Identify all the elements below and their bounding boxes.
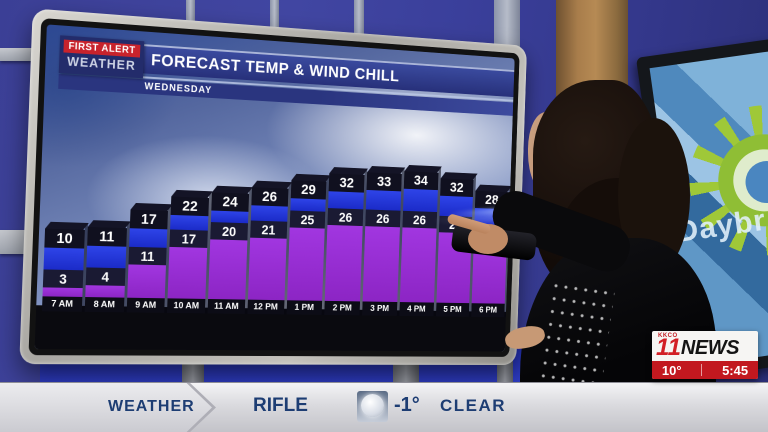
station-bug-logo: KKCO 11 NEWS — [652, 331, 758, 361]
wind-chill-segment — [248, 238, 287, 301]
banner-section-label: WEATHER — [108, 398, 195, 416]
forecast-bar: 33 26 3 PM — [362, 166, 402, 316]
temp-label: 26 — [251, 188, 288, 207]
forecast-bar: 32 26 2 PM — [324, 167, 364, 316]
tv-bezel: FIRST ALERT WEATHER FORECAST TEMP & WIND… — [28, 18, 519, 357]
bar-3d-cap — [212, 185, 253, 193]
wind-chill-label: 25 — [289, 210, 325, 228]
station-news-wordmark: NEWS — [681, 335, 739, 361]
wind-chill-segment — [127, 264, 166, 298]
bar-3d-cap — [45, 222, 89, 230]
time-label: 5 PM — [436, 303, 470, 317]
temp-label: 29 — [290, 180, 326, 199]
temp-label: 10 — [44, 229, 84, 249]
wind-chill-segment — [287, 227, 325, 301]
wind-chill-segment — [400, 228, 436, 303]
first-alert-weather-logo: FIRST ALERT WEATHER — [59, 35, 145, 78]
forecast-bar: 11 4 8 AM — [84, 220, 126, 312]
time-label: 9 AM — [126, 298, 165, 313]
station-bug-ticker: 10° 5:45 — [652, 361, 758, 379]
forecast-bar: 24 20 11 AM — [208, 185, 250, 314]
wind-chill-segment — [85, 285, 124, 298]
wind-chill-segment — [325, 225, 363, 301]
wind-chill-segment — [363, 227, 400, 302]
temp-label: 11 — [87, 227, 127, 247]
temp-segment — [366, 190, 401, 211]
wind-chill-label: 21 — [250, 220, 287, 238]
time-label: 1 PM — [286, 300, 322, 315]
forecast-bar: 26 21 12 PM — [247, 181, 288, 315]
wind-chill-label: 4 — [85, 267, 125, 285]
time-label: 4 PM — [399, 302, 433, 316]
time-label: 11 AM — [208, 299, 245, 314]
temp-segment — [403, 188, 438, 212]
temp-label: 33 — [367, 172, 402, 191]
banner-location: RIFLE — [253, 395, 308, 417]
bar-3d-cap — [367, 166, 405, 174]
station-call-letters: KKCO — [658, 333, 678, 339]
wind-chill-label: 26 — [328, 208, 364, 226]
temp-label: 32 — [329, 173, 365, 192]
forecast-bar: 17 11 9 AM — [126, 203, 168, 313]
temp-label: 34 — [404, 171, 438, 190]
time-label: 12 PM — [247, 300, 284, 315]
temp-segment — [328, 191, 364, 210]
bug-time: 5:45 — [722, 363, 748, 378]
lower-third-banner: WEATHER RIFLE -1° CLEAR — [0, 382, 768, 432]
temp-segment — [129, 229, 168, 248]
bar-3d-cap — [440, 172, 477, 180]
time-label: 6 PM — [471, 303, 504, 317]
time-label: 2 PM — [324, 301, 360, 316]
bar-3d-cap — [329, 167, 368, 175]
forecast-bars: 10 3 7 AM 11 4 8 AM 17 11 9 AM 22 17 10 AM 24 20 11 AM… — [42, 148, 509, 318]
temp-label: 32 — [440, 178, 474, 197]
moon-clear-night-icon — [357, 391, 388, 422]
station-bug: KKCO 11 NEWS 10° 5:45 — [652, 331, 758, 379]
temp-label: 24 — [211, 192, 249, 212]
temp-label: 22 — [171, 196, 209, 216]
time-label: 8 AM — [84, 297, 123, 312]
banner-current-temp: -1° — [394, 394, 420, 417]
banner-condition: CLEAR — [440, 396, 506, 416]
time-label: 3 PM — [362, 301, 397, 315]
temp-segment — [86, 246, 126, 268]
temp-label: 17 — [129, 210, 168, 230]
forecast-tv: FIRST ALERT WEATHER FORECAST TEMP & WIND… — [19, 8, 527, 365]
wind-chill-label: 26 — [365, 210, 400, 228]
wind-chill-label: 11 — [128, 247, 167, 265]
forecast-screen: FIRST ALERT WEATHER FORECAST TEMP & WIND… — [35, 24, 515, 351]
temp-segment — [170, 215, 208, 231]
bug-divider — [701, 364, 702, 376]
bar-3d-cap — [88, 220, 131, 228]
wind-chill-label: 17 — [170, 230, 208, 248]
wind-chill-segment — [168, 247, 207, 299]
forecast-bar: 34 26 4 PM — [399, 164, 438, 316]
forecast-bar: 29 25 1 PM — [286, 174, 327, 315]
wind-chill-label: 20 — [210, 222, 248, 240]
wind-chill-label: 3 — [43, 269, 83, 288]
bar-3d-cap — [172, 190, 213, 198]
bug-temp: 10° — [662, 363, 682, 378]
temp-segment — [251, 206, 288, 222]
forecast-bar: 10 3 7 AM — [42, 222, 85, 312]
wind-chill-segment — [208, 239, 247, 299]
time-label: 10 AM — [167, 298, 205, 313]
temp-segment — [44, 248, 84, 270]
bar-3d-cap — [404, 165, 441, 173]
time-label: 7 AM — [42, 296, 82, 311]
forecast-bar: 22 17 10 AM — [167, 190, 209, 314]
tv-broadcast-frame: Daybr FIRST ALERT WEATHER FORECAST TEMP … — [0, 0, 768, 432]
